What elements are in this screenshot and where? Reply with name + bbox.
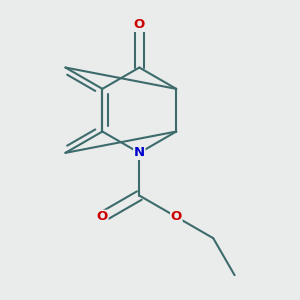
Text: O: O — [171, 210, 182, 224]
Text: O: O — [134, 18, 145, 32]
Text: O: O — [97, 210, 108, 224]
Text: N: N — [134, 146, 145, 159]
